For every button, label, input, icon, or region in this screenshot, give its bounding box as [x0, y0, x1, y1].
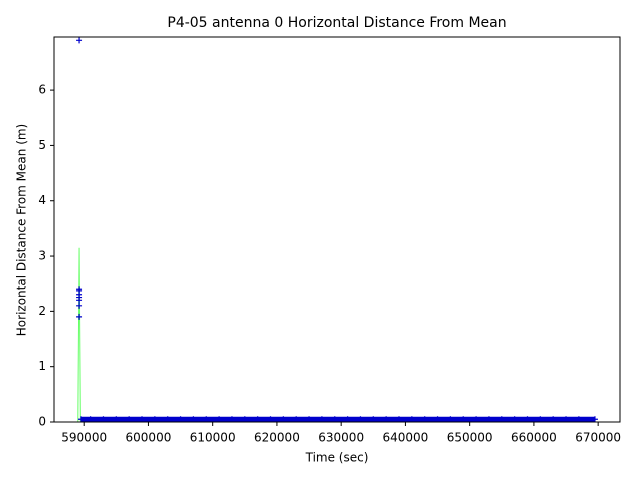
plot-frame — [53, 36, 621, 423]
x-tick-label: 610000 — [190, 431, 236, 445]
point-marker — [139, 416, 146, 422]
point-marker — [280, 416, 287, 422]
point-marker — [306, 416, 313, 422]
point-marker — [267, 416, 274, 422]
x-tick-label: 640000 — [383, 431, 429, 445]
point-marker — [203, 416, 210, 422]
point-marker — [113, 416, 120, 422]
point-marker — [100, 416, 107, 422]
series-line — [77, 247, 595, 422]
point-marker — [76, 302, 83, 309]
point-marker — [421, 416, 428, 422]
point-marker — [216, 416, 223, 422]
point-marker — [331, 416, 338, 422]
point-marker — [563, 416, 570, 422]
y-tick-label: 6 — [38, 83, 46, 97]
point-marker — [293, 416, 300, 422]
point-marker — [177, 416, 184, 422]
point-marker — [498, 416, 505, 422]
x-tick-label: 620000 — [254, 431, 300, 445]
y-tick-label: 5 — [38, 138, 46, 152]
y-tick-label: 2 — [38, 304, 46, 318]
y-axis-label: Horizontal Distance From Mean (m) — [15, 124, 29, 336]
x-tick-label: 660000 — [511, 431, 557, 445]
point-marker — [76, 313, 83, 320]
y-tick-label: 4 — [38, 193, 46, 207]
chart-title: P4-05 antenna 0 Horizontal Distance From… — [167, 15, 506, 31]
point-marker — [76, 37, 83, 44]
x-tick-label: 630000 — [318, 431, 364, 445]
point-marker — [473, 416, 480, 422]
point-marker — [447, 416, 454, 422]
point-marker — [550, 416, 557, 422]
y-tick-label: 3 — [38, 249, 46, 263]
point-marker — [344, 416, 351, 422]
point-marker — [485, 416, 492, 422]
y-tick-label: 1 — [38, 359, 46, 373]
point-marker — [434, 416, 441, 422]
point-marker — [77, 416, 84, 422]
point-marker — [370, 416, 377, 422]
point-marker — [383, 416, 390, 422]
point-marker — [318, 416, 325, 422]
point-marker — [575, 416, 582, 422]
point-marker — [241, 416, 248, 422]
point-marker — [524, 416, 531, 422]
x-axis-label: Time (sec) — [305, 451, 369, 465]
point-marker — [87, 416, 94, 422]
point-marker — [537, 416, 544, 422]
point-marker — [126, 416, 133, 422]
point-marker — [408, 416, 415, 422]
point-marker — [254, 416, 261, 422]
point-marker — [395, 416, 402, 422]
point-marker — [357, 416, 364, 422]
point-marker — [190, 416, 197, 422]
point-marker — [228, 416, 235, 422]
y-tick-label: 0 — [38, 415, 46, 429]
point-marker — [164, 416, 171, 422]
point-marker — [151, 416, 158, 422]
x-tick-label: 600000 — [126, 431, 172, 445]
x-tick-label: 670000 — [575, 431, 621, 445]
point-marker — [511, 416, 518, 422]
x-tick-label: 650000 — [447, 431, 493, 445]
point-marker — [76, 297, 83, 304]
x-tick-label: 590000 — [61, 431, 107, 445]
point-marker — [591, 416, 598, 422]
point-marker — [460, 416, 467, 422]
